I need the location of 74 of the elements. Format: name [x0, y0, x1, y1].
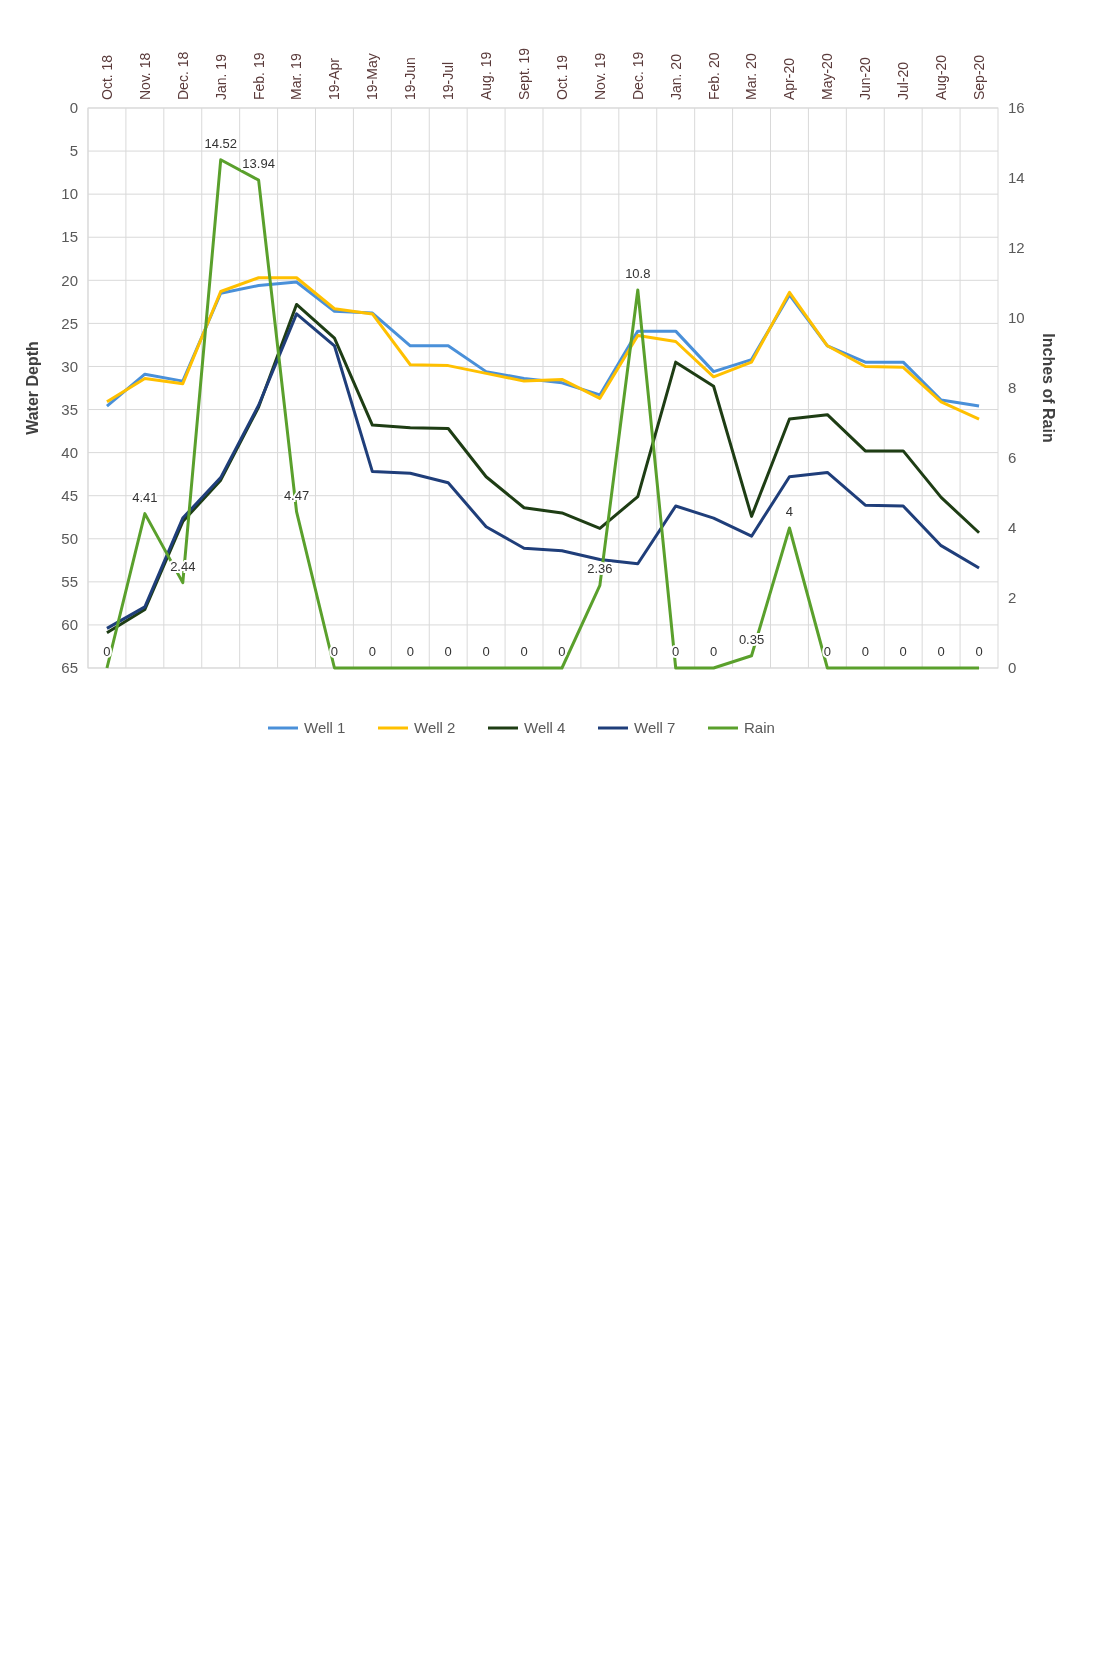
data-label: 0 — [103, 644, 111, 659]
y2-tick-label: 16 — [1008, 99, 1025, 117]
y-tick-label: 60 — [61, 616, 78, 634]
x-tick-label: Dec. 18 — [174, 51, 191, 100]
y-tick-label: 0 — [69, 99, 78, 117]
legend-label: Rain — [744, 719, 775, 737]
data-label: 0 — [558, 644, 566, 659]
x-tick-label: Oct. 19 — [553, 54, 570, 100]
y2-tick-label: 10 — [1008, 309, 1025, 327]
y2-tick-label: 12 — [1008, 239, 1025, 257]
legend-label: Well 7 — [634, 719, 676, 737]
data-label: 10.8 — [625, 266, 651, 281]
data-label: 0 — [520, 644, 528, 659]
data-label: 14.52 — [204, 135, 237, 151]
y-tick-label: 15 — [61, 228, 78, 246]
y-axis-title: Water Depth — [24, 341, 41, 435]
y2-tick-label: 14 — [1008, 169, 1025, 187]
x-tick-label: Jul-20 — [895, 61, 912, 100]
y-tick-label: 45 — [61, 486, 78, 504]
data-label: 13.94 — [242, 156, 275, 172]
y-tick-label: 20 — [61, 271, 78, 289]
y-tick-label: 50 — [61, 530, 78, 548]
x-tick-label: Nov. 18 — [136, 52, 153, 100]
x-tick-label: Aug. 19 — [478, 51, 495, 100]
legend-label: Well 2 — [414, 719, 456, 737]
x-tick-label: Sep-20 — [970, 54, 987, 100]
y-tick-label: 55 — [61, 573, 78, 591]
data-label: 0 — [899, 644, 907, 659]
x-tick-label: Nov. 19 — [591, 52, 608, 100]
y-tick-label: 30 — [61, 357, 78, 375]
data-label: 4.41 — [132, 489, 158, 505]
data-label: 0 — [861, 644, 869, 659]
y2-tick-label: 2 — [1008, 589, 1017, 607]
x-tick-label: 19-Apr — [326, 57, 343, 100]
x-tick-label: 19-May — [364, 53, 381, 100]
y2-tick-label: 4 — [1008, 519, 1017, 537]
data-label: 0 — [406, 644, 414, 659]
data-label: 0 — [444, 644, 452, 659]
y-tick-label: 40 — [61, 443, 78, 461]
data-label: 0 — [330, 644, 339, 659]
x-tick-label: Feb. 19 — [250, 52, 267, 100]
legend-label: Well 4 — [524, 719, 566, 737]
x-tick-label: Apr-20 — [781, 57, 798, 100]
data-label: 0 — [937, 644, 945, 659]
x-tick-label: Dec. 19 — [629, 51, 646, 100]
data-label: 0 — [823, 644, 831, 659]
x-tick-label: Jan. 20 — [667, 53, 684, 100]
y-tick-label: 35 — [61, 400, 78, 418]
x-tick-label: Feb. 20 — [705, 52, 722, 100]
y2-tick-label: 0 — [1008, 659, 1017, 677]
y-tick-label: 25 — [61, 314, 78, 332]
y2-tick-label: 6 — [1008, 449, 1017, 467]
y2-tick-label: 8 — [1008, 379, 1017, 397]
y2-axis-title: Inches of Rain — [1040, 333, 1057, 443]
data-label: 0 — [710, 644, 718, 659]
x-tick-label: Jan. 19 — [212, 53, 229, 100]
x-tick-label: Oct. 18 — [98, 54, 115, 100]
y-tick-label: 5 — [69, 142, 78, 160]
data-label: 0 — [368, 644, 376, 659]
data-label: 4 — [785, 504, 794, 519]
data-label: 0 — [482, 644, 490, 659]
x-tick-label: May-20 — [819, 53, 836, 100]
data-label: 0 — [975, 644, 983, 659]
x-tick-label: Jun-20 — [857, 56, 874, 100]
x-tick-label: Sept. 19 — [515, 47, 532, 100]
y-tick-label: 65 — [61, 659, 78, 677]
y-tick-label: 10 — [61, 185, 78, 203]
line-series — [105, 158, 981, 670]
x-tick-label: Mar. 20 — [743, 53, 760, 100]
x-tick-label: Mar. 19 — [288, 53, 305, 100]
x-tick-label: 19-Jun — [402, 57, 419, 100]
x-tick-label: Aug-20 — [933, 54, 950, 100]
x-tick-label: 19-Jul — [440, 61, 457, 100]
legend-label: Well 1 — [304, 719, 346, 737]
